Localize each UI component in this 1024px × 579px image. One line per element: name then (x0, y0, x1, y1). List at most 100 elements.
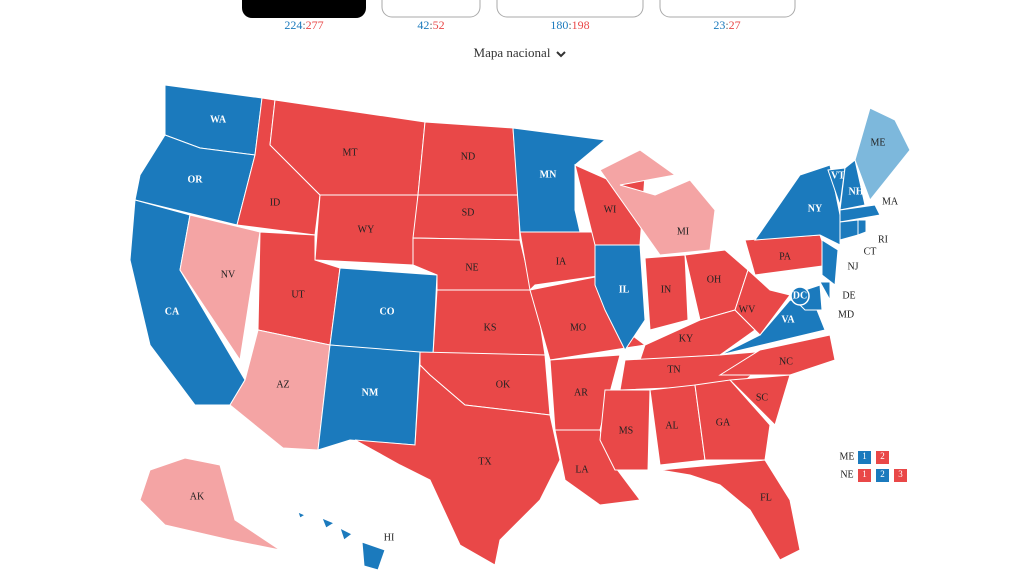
state-label: DC (793, 290, 807, 301)
state-label: OR (188, 174, 204, 185)
state-label: TN (667, 364, 680, 375)
state-label: KY (679, 333, 693, 344)
state[interactable] (734, 269, 791, 336)
state-label: IN (661, 284, 672, 295)
state[interactable] (297, 511, 307, 519)
state[interactable] (718, 334, 836, 376)
state[interactable] (819, 281, 831, 302)
state-label: IA (556, 256, 567, 267)
state-label: ND (461, 151, 475, 162)
state-label: OK (496, 379, 511, 390)
state-label: AR (574, 387, 588, 398)
state-label: ID (270, 197, 281, 208)
legend-box-text: 2 (880, 469, 885, 479)
legend-box-text: 1 (862, 451, 867, 461)
state[interactable] (354, 363, 561, 566)
state-label: RI (878, 234, 888, 245)
state[interactable] (839, 159, 866, 211)
state-label: NC (779, 356, 793, 367)
legend-box (858, 451, 871, 464)
state[interactable] (857, 219, 867, 236)
tab-button[interactable] (242, 0, 366, 18)
tab-button[interactable] (659, 0, 796, 18)
score: 23:27 (713, 18, 740, 32)
state[interactable] (659, 459, 801, 561)
state-label: WI (604, 204, 617, 215)
legend-box-text: 1 (862, 469, 867, 479)
state[interactable] (361, 541, 386, 571)
rep-score: 27 (729, 18, 741, 32)
separator: : (725, 18, 728, 32)
tab-button[interactable] (381, 0, 481, 18)
state-label: KS (484, 322, 497, 333)
state[interactable] (821, 239, 839, 286)
state-label: FL (760, 492, 772, 503)
state[interactable] (179, 214, 261, 362)
state-label: WV (739, 304, 756, 315)
legend-label: ME (840, 451, 855, 462)
state[interactable] (839, 219, 859, 241)
score: 180:198 (550, 18, 589, 32)
state-label: NJ (847, 261, 858, 272)
separator: : (568, 18, 571, 32)
state-label: WY (358, 224, 375, 235)
state[interactable] (139, 457, 281, 551)
state[interactable] (694, 379, 771, 461)
separator: : (429, 18, 432, 32)
state-label: MA (882, 196, 899, 207)
state-label: NM (362, 387, 379, 398)
state-label: MO (570, 322, 586, 333)
dem-score: 224 (284, 18, 302, 32)
state[interactable] (728, 374, 791, 426)
state[interactable] (839, 204, 881, 223)
state[interactable] (321, 517, 336, 529)
legend-box (858, 469, 871, 482)
score: 224:277 (284, 18, 323, 32)
state[interactable] (644, 254, 689, 331)
state[interactable] (599, 149, 716, 256)
tab-button[interactable] (496, 0, 644, 18)
state[interactable] (854, 107, 911, 201)
state-label: IL (619, 284, 630, 295)
state-label: TX (478, 456, 492, 467)
state-label: ME (871, 137, 886, 148)
state[interactable] (339, 527, 353, 541)
map-selector-label: Mapa nacional (474, 45, 551, 60)
state-label: DE (842, 290, 855, 301)
legend-box (876, 451, 889, 464)
dem-score: 180 (550, 18, 568, 32)
legend-label: NE (840, 469, 853, 480)
state[interactable] (529, 274, 647, 361)
state-label: NE (465, 262, 478, 273)
state-label: OH (707, 274, 721, 285)
dem-score: 42 (417, 18, 429, 32)
state-label: NY (808, 203, 823, 214)
state[interactable] (599, 389, 651, 471)
rep-score: 277 (306, 18, 324, 32)
state-label: MD (838, 309, 854, 320)
state-label: CT (864, 246, 877, 257)
state-label: MI (677, 226, 689, 237)
state-label: VA (781, 314, 795, 325)
state-label: WA (210, 114, 227, 125)
state-label: GA (716, 417, 731, 428)
state-label: UT (291, 289, 304, 300)
state-label: MT (343, 147, 358, 158)
score: 42:52 (417, 18, 444, 32)
state-label: NV (221, 269, 236, 280)
state[interactable] (790, 286, 810, 306)
state-label: LA (575, 464, 589, 475)
state[interactable] (519, 231, 606, 292)
state[interactable] (554, 429, 641, 506)
state-label: PA (779, 251, 792, 262)
state-label: AK (190, 491, 205, 502)
state[interactable] (753, 164, 841, 246)
state-label: HI (384, 532, 395, 543)
state-label: NH (849, 186, 864, 197)
chevron (556, 51, 566, 58)
state[interactable] (594, 244, 646, 351)
map-selector[interactable]: Mapa nacional (474, 45, 566, 60)
separator: : (302, 18, 305, 32)
state-label: VT (831, 170, 845, 181)
dem-score: 23 (713, 18, 725, 32)
